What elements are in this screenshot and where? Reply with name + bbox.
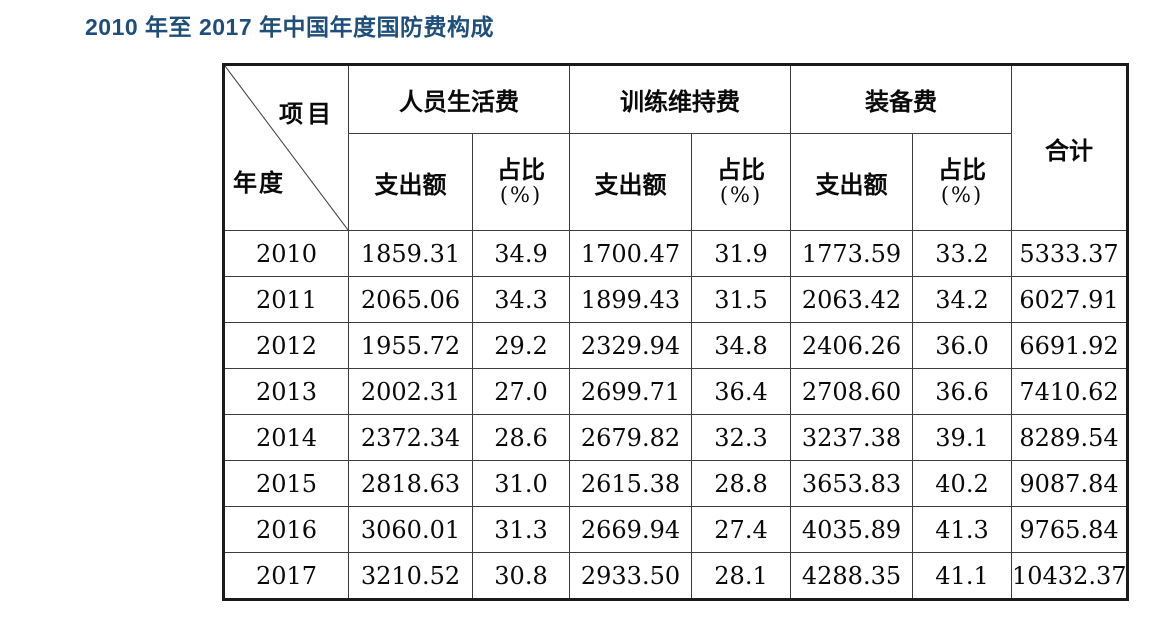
table-cell: 34.3	[472, 276, 570, 323]
defense-expenditure-table: 项目 年度 人员生活费 训练维持费 装备费 合计 支出额 占比 (%) 支出额 …	[222, 63, 1129, 601]
table-cell: 2329.94	[569, 322, 692, 369]
table-cell: 31.9	[691, 230, 791, 277]
table-row-2012: 2012 1955.72 29.2 2329.94 34.8 2406.26 3…	[223, 322, 1128, 369]
table-row-2017: 2017 3210.52 30.8 2933.50 28.1 4288.35 4…	[223, 552, 1128, 600]
table-cell: 32.3	[691, 414, 791, 461]
table-cell: 41.3	[912, 506, 1012, 553]
table-cell: 41.1	[912, 552, 1012, 600]
table-cell: 3237.38	[790, 414, 913, 461]
table-cell: 2002.31	[348, 368, 473, 415]
table-cell: 2679.82	[569, 414, 692, 461]
table-cell: 5333.37	[1011, 230, 1128, 277]
table-cell: 2615.38	[569, 460, 692, 507]
table-cell: 34.8	[691, 322, 791, 369]
header-sub-row: 支出额 占比 (%) 支出额 占比 (%) 支出额 占比 (%)	[224, 133, 1128, 231]
pct-label: 占比	[497, 154, 545, 184]
year-cell: 2015	[223, 460, 349, 507]
pct-unit: (%)	[940, 183, 984, 208]
table-cell: 1955.72	[348, 322, 473, 369]
corner-label-year: 年度	[233, 168, 285, 197]
table-cell: 2406.26	[790, 322, 913, 369]
table-cell: 2933.50	[569, 552, 692, 600]
table-row-2011: 2011 2065.06 34.3 1899.43 31.5 2063.42 3…	[223, 276, 1128, 323]
pct-unit: (%)	[499, 183, 543, 208]
table-cell: 34.2	[912, 276, 1012, 323]
table-cell: 39.1	[912, 414, 1012, 461]
diagonal-divider-line	[225, 66, 348, 230]
pct-label: 占比	[938, 154, 986, 184]
group-header-equipment: 装备费	[790, 64, 1012, 134]
subheader-amount-equipment: 支出额	[790, 133, 913, 231]
header-group-row: 项目 年度 人员生活费 训练维持费 装备费 合计	[223, 64, 1128, 231]
table-cell: 31.0	[472, 460, 570, 507]
table-cell: 6691.92	[1011, 322, 1128, 369]
table-cell: 1773.59	[790, 230, 913, 277]
table-cell: 3060.01	[348, 506, 473, 553]
table-cell: 4288.35	[790, 552, 913, 600]
table-cell: 31.3	[472, 506, 570, 553]
table-cell: 3653.83	[790, 460, 913, 507]
pct-unit: (%)	[719, 183, 763, 208]
subheader-amount-training: 支出额	[569, 133, 692, 231]
table-cell: 1899.43	[569, 276, 692, 323]
year-cell: 2012	[223, 322, 349, 369]
corner-label-project: 项目	[279, 99, 335, 128]
year-cell: 2011	[223, 276, 349, 323]
table-row-2013: 2013 2002.31 27.0 2699.71 36.4 2708.60 3…	[223, 368, 1128, 415]
table-cell: 2669.94	[569, 506, 692, 553]
subheader-pct-training: 占比 (%)	[691, 133, 791, 231]
group-header-personnel-living: 人员生活费	[348, 64, 570, 134]
table-cell: 2063.42	[790, 276, 913, 323]
year-cell: 2010	[223, 230, 349, 277]
group-header-training-maintenance: 训练维持费	[569, 64, 791, 134]
table-cell: 3210.52	[348, 552, 473, 600]
table-cell: 31.5	[691, 276, 791, 323]
table-cell: 28.1	[691, 552, 791, 600]
table-cell: 36.6	[912, 368, 1012, 415]
table-cell: 36.0	[912, 322, 1012, 369]
table-cell: 6027.91	[1011, 276, 1128, 323]
table-cell: 34.9	[472, 230, 570, 277]
table-cell: 7410.62	[1011, 368, 1128, 415]
subheader-pct-personnel: 占比 (%)	[472, 133, 570, 231]
table-row-2015: 2015 2818.63 31.0 2615.38 28.8 3653.83 4…	[223, 460, 1128, 507]
table-body: 2010 1859.31 34.9 1700.47 31.9 1773.59 3…	[223, 230, 1128, 600]
year-cell: 2014	[223, 414, 349, 461]
table-cell: 2065.06	[348, 276, 473, 323]
table-header: 项目 年度 人员生活费 训练维持费 装备费 合计 支出额 占比 (%) 支出额 …	[223, 64, 1128, 231]
page-title: 2010 年至 2017 年中国年度国防费构成	[85, 14, 495, 40]
table-row-2010: 2010 1859.31 34.9 1700.47 31.9 1773.59 3…	[223, 230, 1128, 277]
table-cell: 4035.89	[790, 506, 913, 553]
table-cell: 27.0	[472, 368, 570, 415]
corner-header-cell: 项目 年度	[223, 64, 349, 231]
table-cell: 2708.60	[790, 368, 913, 415]
table-cell: 2818.63	[348, 460, 473, 507]
table-cell: 28.6	[472, 414, 570, 461]
pct-label: 占比	[717, 154, 765, 184]
year-cell: 2017	[223, 552, 349, 600]
table-cell: 27.4	[691, 506, 791, 553]
table-cell: 33.2	[912, 230, 1012, 277]
subheader-pct-equipment: 占比 (%)	[912, 133, 1012, 231]
table-cell: 30.8	[472, 552, 570, 600]
year-cell: 2013	[223, 368, 349, 415]
table-cell: 1700.47	[569, 230, 692, 277]
table-cell: 8289.54	[1011, 414, 1128, 461]
total-column-header: 合计	[1011, 64, 1128, 231]
table-cell: 2372.34	[348, 414, 473, 461]
table-cell: 29.2	[472, 322, 570, 369]
table-cell: 36.4	[691, 368, 791, 415]
table-cell: 28.8	[691, 460, 791, 507]
year-cell: 2016	[223, 506, 349, 553]
table-row-2014: 2014 2372.34 28.6 2679.82 32.3 3237.38 3…	[223, 414, 1128, 461]
subheader-amount-personnel: 支出额	[348, 133, 473, 231]
table-row-2016: 2016 3060.01 31.3 2669.94 27.4 4035.89 4…	[223, 506, 1128, 553]
table-cell: 40.2	[912, 460, 1012, 507]
table-cell: 1859.31	[348, 230, 473, 277]
table-cell: 9087.84	[1011, 460, 1128, 507]
table-cell: 9765.84	[1011, 506, 1128, 553]
table-cell: 10432.37	[1011, 552, 1128, 600]
table-cell: 2699.71	[569, 368, 692, 415]
